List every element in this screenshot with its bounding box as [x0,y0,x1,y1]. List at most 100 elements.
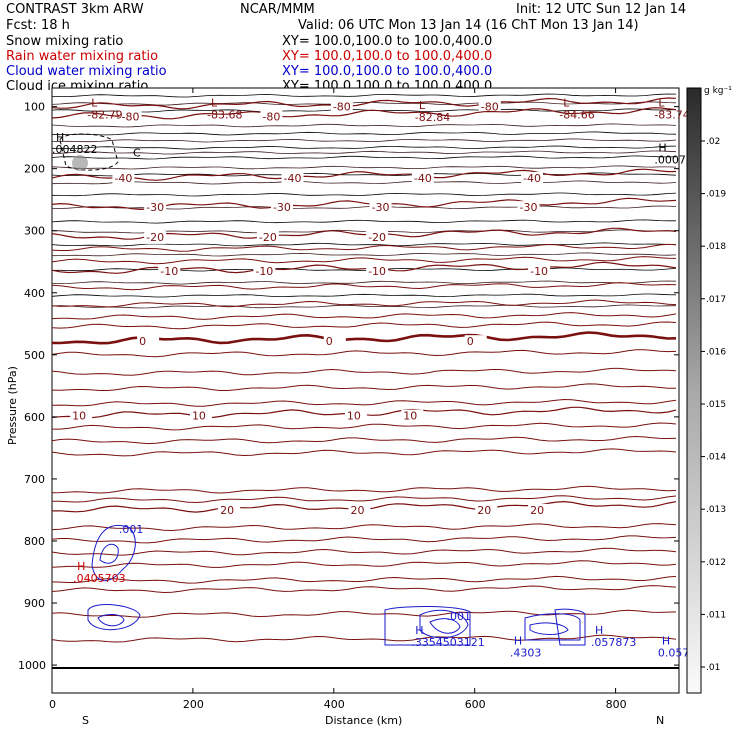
temperature-label: -20 [259,231,277,244]
colorbar-tick-label: .019 [706,190,726,200]
background-contour [51,252,677,257]
y-tick-label: 300 [24,225,45,238]
y-axis-label: Pressure (hPa) [6,366,19,445]
legend: Snow mixing ratio XY= 100.0,100.0 to 100.… [6,34,492,94]
legend-name: Rain water mixing ratio [6,49,158,64]
temperature-label: 10 [403,410,417,423]
background-contour [51,93,677,98]
org-label: NCAR/MMM [240,2,315,17]
temperature-contour [51,383,677,391]
cloud-water-label: .001 [119,523,144,536]
x-axis-label: Distance (km) [325,714,402,727]
label-mask [119,110,142,124]
temperature-contour [51,243,677,252]
y-tick-label: 700 [24,473,45,486]
temperature-label: 10 [347,410,361,423]
temperature-contour [51,282,677,291]
y-tick-label: 100 [24,101,45,114]
temperature-contour [51,535,677,544]
background-contour [51,180,677,185]
colorbar-tick-label: .011 [706,610,726,620]
colorbar-tick-label: .012 [706,558,726,568]
background-contour [51,108,677,113]
snow-label: C [133,146,141,159]
label-mask [253,265,276,279]
extrema-value: .057873 [591,636,637,649]
temperature-contours: -80 -80 -80 -80 -40 -40 -40 -40 -30 -30 -30 -30 -20 -… [51,97,677,643]
temperature-label: -80 [121,111,139,124]
label-mask [464,335,487,349]
plot-frame [51,87,680,694]
temperature-label: -30 [372,201,390,214]
extrema-value: -83.74 [654,109,689,122]
legend-xy: XY= 100.0,100.0 to 100.0,400.0 [282,34,492,49]
temperature-label: -10 [160,265,178,278]
label-mask [323,335,346,349]
contour-labels: L-82.79L-83.68L-82.84L-84.66L-83.74H.004… [52,97,700,660]
cloud-water-contour [419,609,469,639]
valid-time: Valid: 06 UTC Mon 13 Jan 14 (16 ChT Mon … [298,18,639,33]
temperature-contour [51,523,677,532]
temperature-contour [51,448,677,457]
label-mask [218,503,241,517]
cloud-water-label: .001 [447,610,472,623]
extrema-value: .4303 [510,647,542,660]
label-mask [369,201,392,215]
temperature-label: -10 [368,265,386,278]
temperature-contour [51,312,677,320]
label-mask [260,110,283,124]
cloud-water-contour [429,618,461,634]
cloud-water-contour [384,606,471,646]
colorbar-tick-label: .02 [706,137,720,147]
extrema-marker: H [77,560,85,573]
colorbar-tick-label: .018 [706,242,726,252]
temperature-label: -30 [520,201,538,214]
temperature-label: -30 [273,201,291,214]
extrema-marker: H [56,131,64,144]
temperature-label: -40 [523,172,541,185]
legend-xy: XY= 100.0,100.0 to 100.0,400.0 [282,49,492,64]
legend-name: Cloud water mixing ratio [6,64,167,79]
x-end-right: N [656,714,664,727]
colorbar-tick-label: .017 [706,295,726,305]
background-contour [51,219,676,224]
cloud-water-contour [91,524,136,582]
extrema-value: -82.79 [87,109,122,122]
label-mask [401,409,424,423]
temperature-contour--10 [51,261,677,274]
label-mask [70,409,93,423]
extrema-marker: L [563,97,570,110]
legend-xy: XY= 100.0,100.0 to 100.0,400.0 [282,64,492,79]
temperature-contour [51,585,677,594]
cloud-water-contour [99,543,119,564]
y-tick-label: 600 [24,411,45,424]
temperature-contour [51,609,677,618]
y-tick-label: 400 [24,287,45,300]
cloud-water-contours [59,133,586,646]
label-mask [137,335,160,349]
temperature-contour [52,422,677,431]
extrema-marker: H [415,624,423,637]
y-tick-label: 200 [24,163,45,176]
background-contour [51,155,677,160]
background-contour [51,123,677,128]
x-tick-label: 800 [606,698,627,711]
extrema-marker: L [211,97,218,110]
axes: 0 200 400 600 800100200300400500600700800900… [18,88,679,711]
x-tick-label: 400 [324,698,345,711]
temperature-label: 20 [530,504,544,517]
colorbar-tick-label: .013 [706,505,726,515]
background-contour [51,267,677,272]
background-contour [51,150,677,155]
extrema-marker: L [658,97,665,110]
colorbar-ticks: .02 .019 .018 .017 .016 .015 .014 .013 .012 .011.… [701,137,726,673]
extrema-value: -83.68 [207,109,242,122]
y-tick-label: 800 [24,535,45,548]
y-tick-label: 900 [24,597,45,610]
temperature-label: -30 [146,201,164,214]
label-mask [521,171,544,185]
extrema-marker: H [595,624,603,637]
label-mask [344,409,367,423]
temperature-contour [51,485,677,494]
legend-name: Snow mixing ratio [6,34,123,49]
